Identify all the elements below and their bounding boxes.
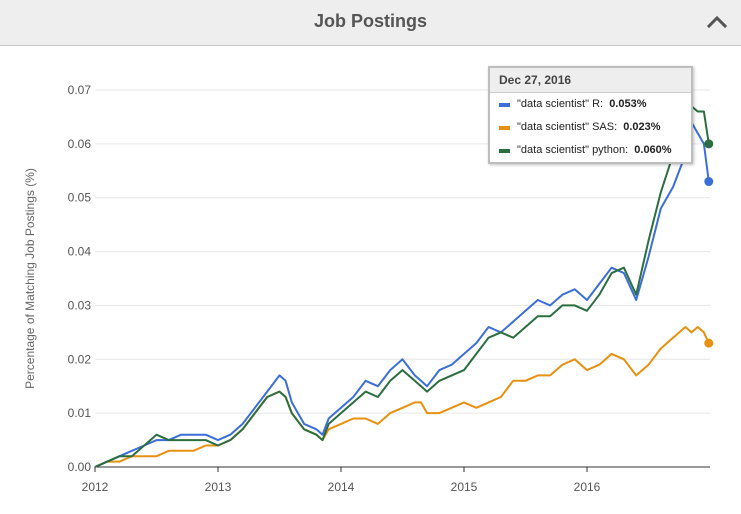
tooltip-date: Dec 27, 2016: [490, 68, 691, 93]
y-tick-label: 0.00: [68, 460, 92, 474]
series-line-r: [94, 121, 710, 468]
series-swatch-sas: [499, 126, 510, 130]
series-lines: [94, 105, 710, 468]
x-tick-label: 2013: [205, 480, 232, 494]
x-tick-label: 2012: [82, 480, 109, 494]
tooltip-value-sas: 0.023%: [623, 121, 661, 133]
series-line-sas: [94, 326, 710, 468]
tooltip-row-python: "data scientist" python: 0.060%: [490, 139, 691, 162]
series-line-python: [94, 105, 710, 468]
tooltip-label-r: "data scientist" R: [517, 98, 601, 110]
end-marker-r: [704, 177, 714, 187]
end-marker-sas: [704, 338, 714, 348]
axes: 0.00 0.01 0.02 0.03 0.04 0.05 0.06 0.07 2012 2013…: [68, 83, 710, 494]
y-axis-title: Percentage of Matching Job Postings (%): [23, 168, 37, 389]
end-markers: [704, 139, 714, 348]
panel-header: Job Postings: [0, 0, 741, 46]
y-tick-label: 0.07: [68, 83, 92, 97]
x-tick-label: 2014: [328, 480, 355, 494]
end-marker-python: [704, 139, 714, 149]
y-tick-label: 0.03: [68, 298, 92, 312]
y-tick-label: 0.02: [68, 352, 92, 366]
tooltip-row-r: "data scientist" R: 0.053%: [490, 93, 691, 116]
chevron-up-icon[interactable]: [705, 10, 729, 34]
line-chart: 0.00 0.01 0.02 0.03 0.04 0.05 0.06 0.07 2012 2013…: [23, 83, 714, 494]
y-tick-label: 0.05: [68, 191, 92, 205]
tooltip-value-r: 0.053%: [609, 98, 647, 110]
series-swatch-r: [499, 103, 510, 107]
x-tick-label: 2016: [574, 480, 601, 494]
y-tick-label: 0.06: [68, 137, 92, 151]
tooltip-value-python: 0.060%: [634, 144, 672, 156]
y-tick-label: 0.04: [68, 245, 92, 259]
tooltip-label-sas: "data scientist" SAS: [517, 121, 615, 133]
tooltip-row-sas: "data scientist" SAS: 0.023%: [490, 116, 691, 139]
y-tick-label: 0.01: [68, 406, 92, 420]
x-tick-label: 2015: [451, 480, 478, 494]
tooltip-label-python: "data scientist" python: [517, 144, 626, 156]
panel-title: Job Postings: [313, 11, 427, 31]
series-swatch-python: [499, 149, 510, 153]
hover-tooltip: Dec 27, 2016 "data scientist" R: 0.053% …: [488, 66, 693, 164]
